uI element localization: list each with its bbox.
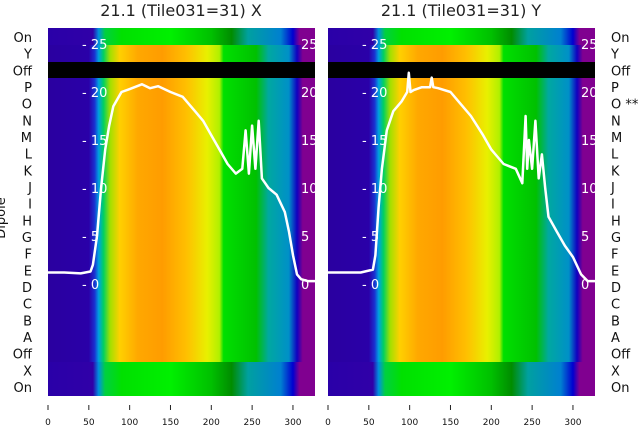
row-label: J	[27, 181, 32, 196]
inner-y-tick-label-right: 10	[581, 182, 598, 197]
x-tick-label: 250	[524, 418, 541, 428]
row-label: O **	[611, 98, 639, 113]
inner-y-tick-label: - 15	[362, 134, 387, 149]
row-label: J	[610, 181, 615, 196]
row-label: I	[611, 198, 615, 213]
row-label: M	[611, 131, 622, 146]
row-label: K	[611, 164, 620, 179]
row-label: F	[25, 248, 32, 263]
dipole-line	[48, 83, 315, 283]
row-label: B	[611, 314, 620, 329]
x-tick-label: 0	[45, 418, 51, 428]
inner-y-tick-label: - 25	[362, 38, 387, 53]
row-label: P	[611, 81, 619, 96]
masked-row-band	[48, 62, 315, 78]
row-label: L	[25, 148, 33, 163]
row-label: X	[23, 364, 32, 379]
row-label: B	[23, 314, 32, 329]
x-tick-label: 200	[483, 418, 500, 428]
row-label: C	[23, 298, 32, 313]
inner-y-tick-label-right: 25	[581, 38, 598, 53]
inner-y-tick-label-right: 20	[301, 86, 318, 101]
x-tick-label: 100	[121, 418, 138, 428]
row-label: N	[22, 114, 32, 129]
inner-y-tick-label: - 15	[82, 134, 107, 149]
row-label: O	[22, 98, 32, 113]
row-label: L	[611, 148, 619, 163]
inner-y-tick-label: - 20	[82, 86, 107, 101]
inner-y-tick-label: - 10	[362, 182, 387, 197]
row-label: H	[22, 214, 32, 229]
row-label: N	[611, 114, 621, 129]
inner-y-tick-label: - 20	[362, 86, 387, 101]
inner-y-tick-label-right: 25	[301, 38, 318, 53]
row-label: E	[24, 264, 32, 279]
panel-y: - 0 0- 5 5- 10 10- 15 15- 20 20- 25 250 50 100 15…	[325, 28, 639, 428]
row-label: Y	[23, 48, 32, 63]
x-tick-label: 250	[244, 418, 261, 428]
row-label: A	[23, 331, 32, 346]
row-label: E	[611, 264, 619, 279]
x-tick-label: 150	[442, 418, 459, 428]
inner-y-tick-label-right: 20	[581, 86, 598, 101]
heatmap-main-rows	[328, 45, 595, 362]
inner-y-tick-label-right: 0	[301, 278, 309, 293]
y-axis-label: Dipole	[0, 197, 9, 238]
inner-y-tick-label: - 5	[362, 230, 379, 245]
row-label: D	[611, 281, 621, 296]
x-tick-label: 300	[284, 418, 301, 428]
row-label: On	[14, 381, 32, 396]
inner-y-tick-label: - 5	[82, 230, 99, 245]
row-label: Off	[611, 64, 631, 79]
inner-y-tick-label: - 25	[82, 38, 107, 53]
inner-y-tick-label-right: 0	[581, 278, 589, 293]
row-label: M	[21, 131, 32, 146]
panel-y-title: 21.1 (Tile031=31) Y	[381, 1, 542, 20]
panel-x-title: 21.1 (Tile031=31) X	[100, 1, 262, 20]
row-label: On	[611, 31, 629, 46]
row-label: G	[611, 231, 621, 246]
x-tick-label: 150	[162, 418, 179, 428]
inner-y-tick-label: - 0	[82, 278, 99, 293]
x-tick-label: 200	[203, 418, 220, 428]
inner-y-tick-label-right: 15	[301, 134, 318, 149]
row-label: On	[14, 31, 32, 46]
x-tick-label: 0	[325, 418, 331, 428]
row-label: K	[23, 164, 32, 179]
inner-y-tick-label: - 0	[362, 278, 379, 293]
masked-row-band	[328, 62, 595, 78]
inner-y-tick-label-right: 5	[301, 230, 309, 245]
inner-y-tick-label: - 10	[82, 182, 107, 197]
x-tick-label: 300	[564, 418, 581, 428]
row-label: H	[611, 214, 621, 229]
row-label: Off	[611, 348, 631, 363]
row-label: F	[611, 248, 618, 263]
row-label: Y	[610, 48, 619, 63]
row-label: G	[22, 231, 32, 246]
row-label: A	[611, 331, 620, 346]
heatmap-main-rows	[48, 45, 315, 362]
inner-y-tick-label-right: 5	[581, 230, 589, 245]
inner-y-tick-label-right: 15	[581, 134, 598, 149]
row-label: Off	[13, 348, 33, 363]
x-tick-label: 50	[83, 418, 95, 428]
x-tick-label: 100	[401, 418, 418, 428]
row-label: Off	[13, 64, 33, 79]
row-label: On	[611, 381, 629, 396]
row-label: X	[611, 364, 620, 379]
row-label: C	[611, 298, 620, 313]
row-label: D	[22, 281, 32, 296]
x-tick-label: 50	[363, 418, 375, 428]
row-label: P	[24, 81, 32, 96]
dipole-line	[328, 71, 595, 283]
row-label: I	[28, 198, 32, 213]
panel-x: - 0 0- 5 5- 10 10- 15 15- 20 20- 25 250 50 100 15…	[13, 28, 318, 428]
inner-y-tick-label-right: 10	[301, 182, 318, 197]
